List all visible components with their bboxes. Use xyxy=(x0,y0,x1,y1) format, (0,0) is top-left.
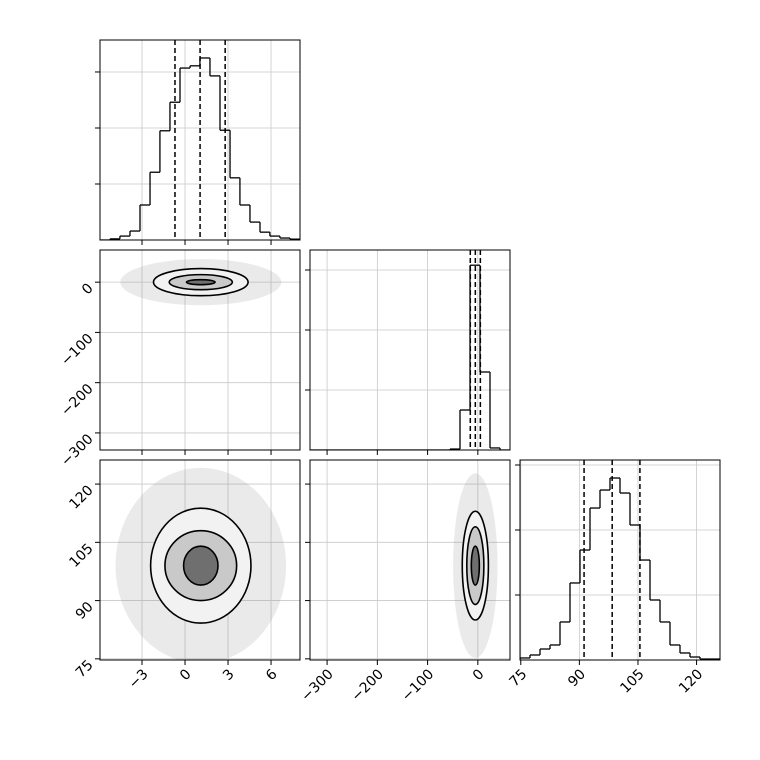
plot-area xyxy=(520,460,720,660)
plot-area xyxy=(310,250,510,450)
y-tick-label: 0 xyxy=(79,281,97,299)
y-tick-label: 105 xyxy=(66,541,96,571)
x-tick-label: −300 xyxy=(298,666,337,705)
panel: −3 0 3 6 75 90 105 120 xyxy=(66,459,301,692)
contour xyxy=(185,278,216,286)
y-tick-label: 90 xyxy=(73,599,97,623)
x-tick-label: 105 xyxy=(617,666,647,696)
plot-area xyxy=(115,467,287,660)
x-tick-label: −200 xyxy=(348,666,387,705)
plot-area xyxy=(453,473,498,659)
contour xyxy=(470,545,481,586)
axes-frame xyxy=(99,249,301,451)
x-tick-label: 6 xyxy=(263,666,281,684)
y-tick-label: −100 xyxy=(58,331,97,370)
contour xyxy=(182,545,219,586)
x-tick-label: 90 xyxy=(565,666,589,690)
axes-frame xyxy=(99,459,301,661)
x-tick-label: 120 xyxy=(676,666,706,696)
plot-area xyxy=(120,259,282,306)
plot-area xyxy=(100,40,300,240)
x-tick-label: −100 xyxy=(399,666,438,705)
x-tick-label: 3 xyxy=(220,666,238,684)
axes-frame xyxy=(99,39,301,241)
panel xyxy=(305,249,511,455)
x-tick-label: 0 xyxy=(177,666,195,684)
axes-frame xyxy=(309,249,511,451)
axes-frame xyxy=(309,459,511,661)
panel: 75 90 105 120 xyxy=(507,459,721,697)
x-tick-label: −3 xyxy=(126,666,152,692)
axes-frame xyxy=(519,459,721,661)
x-tick-label: 0 xyxy=(470,666,488,684)
y-tick-label: 120 xyxy=(66,482,96,512)
panel xyxy=(95,39,301,245)
panel: −300 −200 −100 0 xyxy=(298,459,511,705)
panel: 0 −100 −200 −300 xyxy=(58,249,301,470)
y-tick-label: −300 xyxy=(58,431,97,470)
x-tick-label: 75 xyxy=(507,666,531,690)
y-tick-label: 75 xyxy=(73,657,97,681)
y-tick-label: −200 xyxy=(58,381,97,420)
